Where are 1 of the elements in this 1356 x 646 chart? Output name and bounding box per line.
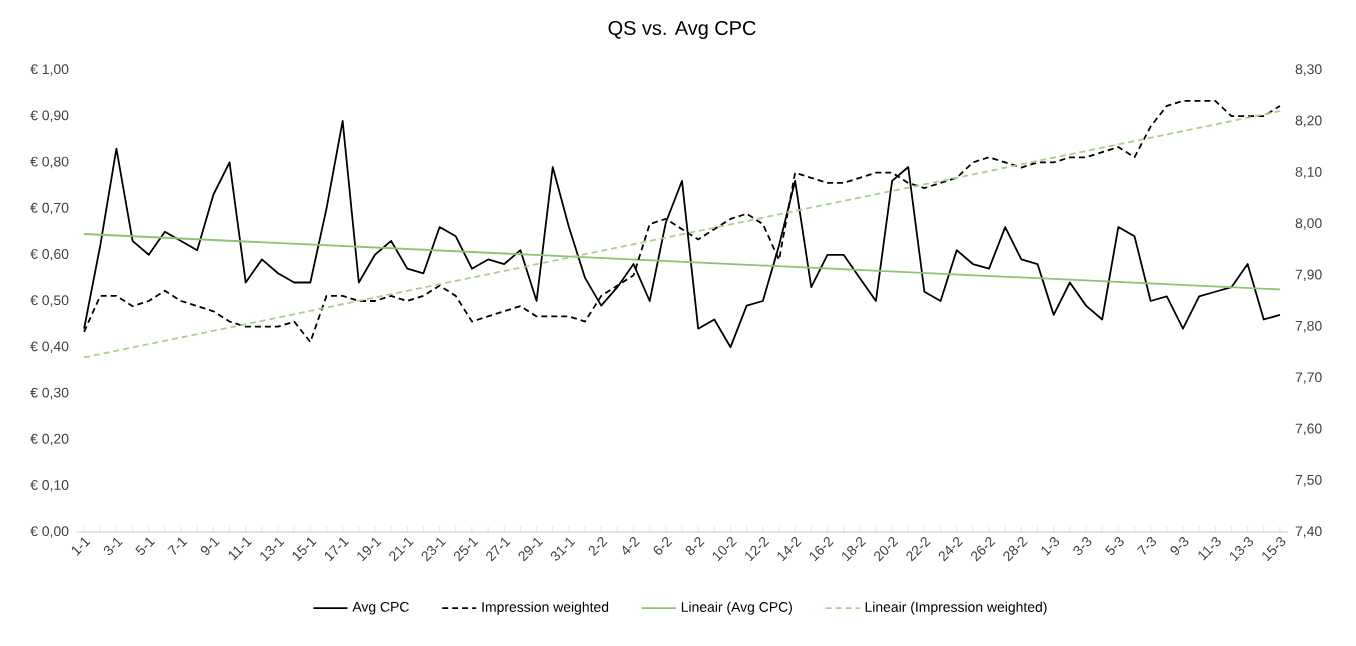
- chart-title: QS vs. Avg CPC: [608, 20, 756, 39]
